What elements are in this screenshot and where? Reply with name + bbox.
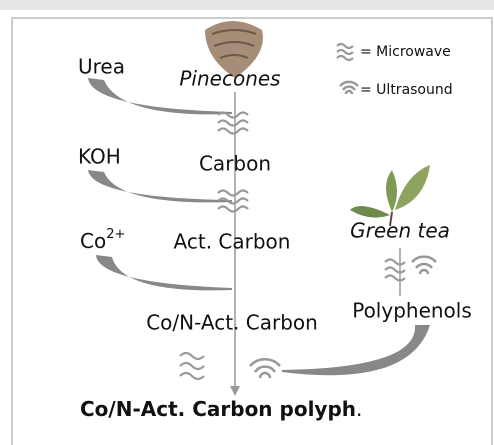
node: Carbon bbox=[199, 152, 271, 176]
node: Co/N-Act. Carbon bbox=[146, 311, 318, 335]
reagent-label: KOH bbox=[78, 145, 121, 169]
arrow-head bbox=[230, 386, 240, 396]
reagent-flow bbox=[96, 255, 232, 290]
node: Polyphenols bbox=[352, 299, 472, 323]
node: Act. Carbon bbox=[174, 230, 291, 254]
diagram: = Microwave = Ultrasound Urea KOH Co2+ P… bbox=[0, 0, 494, 445]
reagent-label: Co2+ bbox=[80, 227, 125, 253]
tea-image bbox=[350, 165, 430, 226]
product-name: Co/N-Act. Carbon polyph bbox=[80, 397, 356, 421]
node: Green tea bbox=[350, 219, 450, 243]
legend-microwave: = Microwave bbox=[360, 44, 451, 60]
product-dot: . bbox=[356, 397, 362, 421]
node: Pinecones bbox=[179, 67, 280, 91]
legend-ultrasound: = Ultrasound bbox=[360, 82, 453, 98]
reagent-label: Urea bbox=[78, 55, 125, 79]
product: Co/N-Act. Carbon polyph. bbox=[80, 397, 362, 421]
reagent-label: Co bbox=[80, 229, 106, 253]
top-band bbox=[0, 0, 494, 10]
reagent-charge: 2+ bbox=[106, 227, 125, 242]
